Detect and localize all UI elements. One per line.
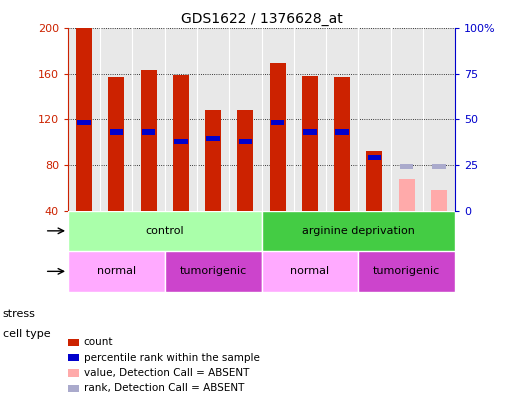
Bar <box>271 120 285 126</box>
Text: normal: normal <box>97 266 136 276</box>
Bar <box>303 130 317 134</box>
Bar <box>68 211 262 251</box>
Bar <box>141 70 157 211</box>
Text: rank, Detection Call = ABSENT: rank, Detection Call = ABSENT <box>84 384 244 393</box>
Bar <box>205 110 221 211</box>
Bar <box>269 62 286 211</box>
Text: cell type: cell type <box>3 329 50 339</box>
Bar <box>173 75 189 211</box>
Bar <box>108 77 124 211</box>
Bar <box>206 136 220 141</box>
Bar <box>432 164 446 169</box>
Bar <box>368 154 381 160</box>
Bar <box>366 151 382 211</box>
Bar <box>76 28 92 211</box>
Bar <box>142 130 155 134</box>
Text: stress: stress <box>3 309 36 319</box>
Text: count: count <box>84 337 113 347</box>
Bar <box>400 164 414 169</box>
Text: tumorigenic: tumorigenic <box>179 266 247 276</box>
Text: normal: normal <box>290 266 329 276</box>
Bar <box>165 251 262 292</box>
Text: control: control <box>145 226 184 236</box>
Text: percentile rank within the sample: percentile rank within the sample <box>84 353 259 362</box>
Bar <box>302 76 318 211</box>
Bar <box>238 139 252 144</box>
Bar <box>109 130 123 134</box>
Bar <box>399 179 415 211</box>
Bar <box>174 139 188 144</box>
Text: value, Detection Call = ABSENT: value, Detection Call = ABSENT <box>84 368 249 378</box>
Bar <box>262 251 358 292</box>
Text: tumorigenic: tumorigenic <box>373 266 440 276</box>
Text: arginine deprivation: arginine deprivation <box>302 226 415 236</box>
Bar <box>335 130 349 134</box>
Bar <box>262 211 455 251</box>
Title: GDS1622 / 1376628_at: GDS1622 / 1376628_at <box>180 12 343 26</box>
Bar <box>334 77 350 211</box>
Bar <box>358 251 455 292</box>
Bar <box>77 120 91 126</box>
Bar <box>237 110 254 211</box>
Bar <box>68 251 165 292</box>
Bar <box>431 190 447 211</box>
